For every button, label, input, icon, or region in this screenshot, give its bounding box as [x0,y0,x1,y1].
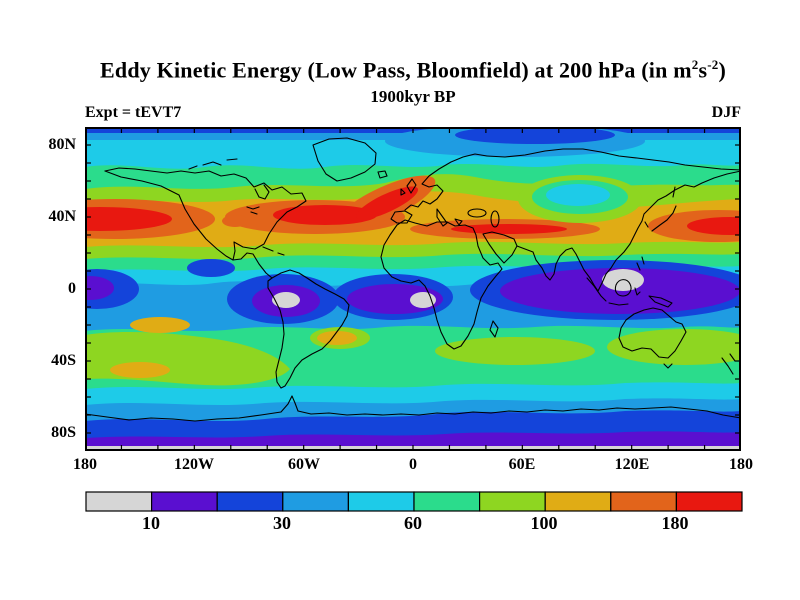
colorbar [85,491,743,512]
colorbar-label-10: 10 [142,513,160,533]
experiment-label: Expt = tEVT7 [85,104,182,121]
colorbar-label-180: 180 [661,513,689,533]
colorbar-label-100: 100 [530,513,558,533]
arctic-blue-patch [455,127,615,144]
subtitle: 1900kyr BP [370,87,456,106]
x-tick-label-60e: 60E [508,456,536,473]
colorbar-swatch-1 [85,491,153,512]
page-title: Eddy Kinetic Energy (Low Pass, Bloomfiel… [100,57,726,83]
title-units-s: s [698,57,708,83]
x-tick-label-60w: 60W [288,456,320,473]
coastlines [85,137,741,422]
map-frame [85,127,741,451]
y-tick-label-40s: 40S [51,352,76,369]
colorbar-swatch-9 [610,491,677,512]
colorbar-swatch-8 [544,491,612,512]
x-tick-label-120w: 120W [174,456,214,473]
x-tick-label-180w: 180 [73,456,97,473]
y-tick-label-80n: 80N [48,136,76,153]
y-tick-label-eq: 0 [68,280,76,297]
y-tick-label-80s: 80S [51,424,76,441]
siberia-trough [518,175,642,223]
colorbar-swatch-10 [675,491,743,512]
x-tick-label-120e: 120E [614,456,650,473]
colorbar-swatches [85,491,743,512]
title-superscript-2: 2 [691,57,699,72]
sh-gold-patches [110,317,357,378]
colorbar-label-30: 30 [273,513,291,533]
colorbar-swatch-5 [347,491,415,512]
colorbar-swatch-2 [150,491,218,512]
colorbar-swatch-3 [216,491,284,512]
colorbar-swatch-6 [413,491,481,512]
nh-storm-track-red-cores [85,186,741,235]
x-tick-label-0: 0 [409,456,417,473]
colorbar-label-60: 60 [404,513,422,533]
y-tick-label-40n: 40N [48,208,76,225]
title-text: Eddy Kinetic Energy (Low Pass, Bloomfiel… [100,57,692,83]
world-contour-map [85,127,741,451]
contour-field [85,127,741,451]
season-label: DJF [711,104,741,121]
x-tick-label-180e: 180 [729,456,753,473]
colorbar-swatch-4 [282,491,350,512]
title-superscript-minus2: -2 [707,57,719,72]
colorbar-swatch-7 [479,491,546,512]
title-close-paren: ) [718,57,726,83]
